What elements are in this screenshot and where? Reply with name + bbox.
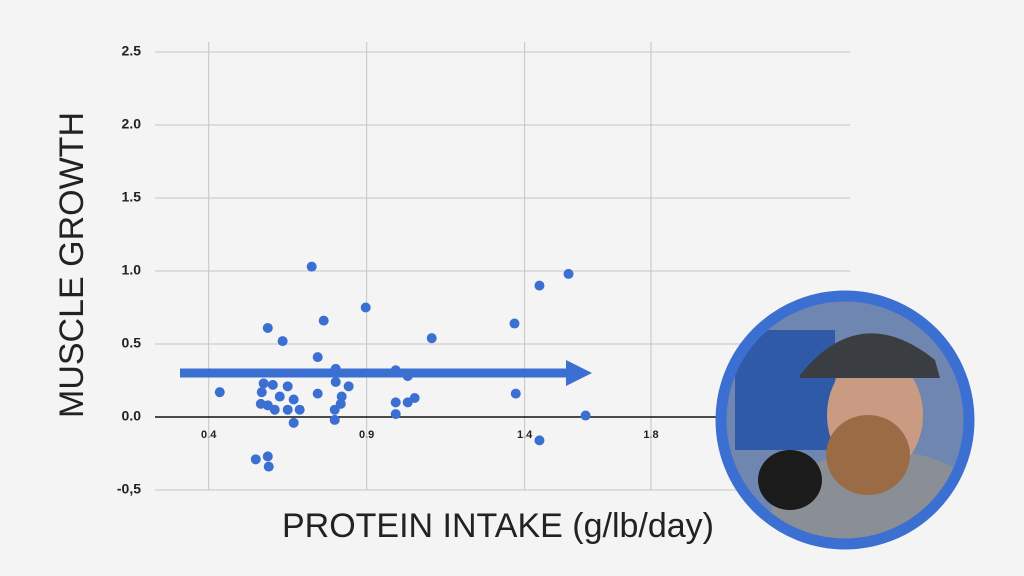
data-point: [330, 376, 341, 387]
data-point: [409, 393, 420, 404]
data-point: [288, 394, 299, 405]
arrow: [180, 360, 592, 386]
data-point: [580, 410, 591, 421]
data-point: [282, 404, 293, 415]
x-axis-label: PROTEIN INTAKE (g/lb/day): [282, 507, 714, 545]
data-point: [329, 414, 340, 425]
data-point: [274, 391, 285, 402]
cam-cap: [800, 333, 940, 378]
cam-border: [715, 290, 975, 550]
y-axis-label: MUSCLE GROWTH: [53, 112, 91, 418]
webcam: [715, 290, 975, 550]
data-point: [509, 318, 520, 329]
data-point: [262, 451, 273, 462]
data-point: [282, 381, 293, 392]
data-point: [563, 268, 574, 279]
data-point: [390, 409, 401, 420]
data-point: [510, 388, 521, 399]
data-point: [534, 280, 545, 291]
cam-beard: [826, 415, 910, 495]
data-point: [390, 397, 401, 408]
data-point: [336, 391, 347, 402]
cam-mic: [758, 450, 822, 510]
data-point: [318, 315, 329, 326]
data-point: [269, 404, 280, 415]
data-point: [263, 461, 274, 472]
data-point: [343, 381, 354, 392]
y-tick-label: 2.0: [122, 116, 142, 132]
webcam-video: [721, 296, 969, 544]
y-tick-label: 0.5: [122, 335, 142, 351]
y-tick-label: 1.0: [122, 262, 142, 278]
data-point: [329, 404, 340, 415]
data-point: [256, 387, 267, 398]
cam-shoulders: [770, 450, 969, 544]
arrow-head: [566, 360, 592, 386]
data-point: [277, 336, 288, 347]
y-tick-label: 0.0: [122, 408, 142, 424]
y-tick-label: 2.5: [122, 43, 142, 59]
data-point: [534, 435, 545, 446]
data-point: [294, 404, 305, 415]
data-point: [258, 378, 269, 389]
data-point: [426, 333, 437, 344]
data-point: [360, 302, 371, 313]
y-tick-label: 1.5: [122, 189, 142, 205]
data-point: [288, 417, 299, 428]
data-point: [214, 387, 225, 398]
y-tick-label: -0,5: [117, 481, 141, 497]
data-point: [262, 322, 273, 333]
data-point: [312, 352, 323, 363]
grid-layer: -0,50.00.51.01.52.02.50.4 0.9 1.4 1.8: [117, 42, 850, 497]
data-point: [306, 261, 317, 272]
data-point: [250, 454, 261, 465]
cam-banner: [735, 330, 835, 450]
data-point: [267, 379, 278, 390]
data-point: [312, 388, 323, 399]
